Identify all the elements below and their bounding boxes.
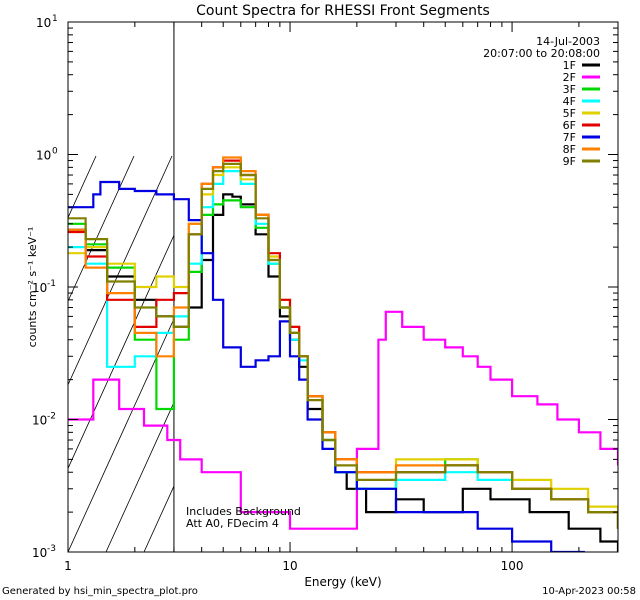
series-layer — [68, 156, 618, 552]
hatch-line — [0, 156, 20, 552]
hatch-line — [410, 156, 590, 552]
date-label: 14-Jul-2003 — [536, 35, 600, 48]
x-axis-label: Energy (keV) — [304, 575, 381, 589]
annotation-background: Includes Background — [186, 505, 301, 518]
y-tick-base: 10 — [36, 16, 51, 30]
legend-label-5F: 5F — [563, 107, 576, 120]
y-tick-base: 10 — [32, 281, 47, 295]
excluded-region-hatch — [0, 155, 640, 552]
legend-label-4F: 4F — [563, 95, 576, 108]
x-tick-label-100: 100 — [501, 559, 524, 573]
hatch-line — [68, 317, 174, 552]
y-tick-labels: 10 1 10 0 10 -1 10 -2 10 -3 — [32, 14, 58, 560]
excluded-region — [0, 22, 640, 552]
series-line-2F — [68, 310, 618, 530]
y-tick-exponent: 0 — [52, 147, 58, 157]
series-line-5F — [68, 166, 618, 522]
y-tick-exponent: 1 — [52, 14, 58, 24]
hatch-line — [68, 155, 173, 386]
hatch-line — [105, 401, 174, 552]
legend-label-2F: 2F — [563, 71, 576, 84]
series-line-9F — [68, 162, 618, 529]
chart-title: Count Spectra for RHESSI Front Segments — [196, 3, 490, 19]
hatch-line — [296, 156, 476, 552]
hatch-line — [524, 156, 640, 552]
y-tick-label-10-minus2: 10 -2 — [32, 412, 56, 428]
generated-by-label: Generated by hsi_min_spectra_plot.pro — [2, 586, 198, 597]
y-tick-base: 10 — [32, 414, 47, 428]
legend-label-8F: 8F — [563, 143, 576, 156]
series-line-7F — [68, 180, 585, 552]
series-line-6F — [68, 159, 618, 529]
series-line-4F — [68, 170, 618, 529]
hatch-line — [220, 156, 400, 552]
hatch-line — [258, 156, 438, 552]
hatch-line — [143, 485, 174, 552]
hatch-line — [68, 234, 174, 470]
y-tick-exponent: -1 — [47, 279, 56, 289]
timestamp-label: 10-Apr-2023 00:58 — [542, 586, 636, 597]
y-tick-label-10-minus3: 10 -3 — [32, 544, 56, 560]
y-axis-label: counts cm⁻² s⁻¹ keV⁻¹ — [26, 227, 39, 348]
hatch-line — [600, 156, 640, 552]
hatch-line — [0, 156, 58, 552]
legend-label-1F: 1F — [563, 59, 576, 72]
legend-label-7F: 7F — [563, 131, 576, 144]
y-tick-label-10-0: 10 0 — [36, 147, 58, 163]
legend-label-6F: 6F — [563, 119, 576, 132]
legend-label-3F: 3F — [563, 83, 576, 96]
y-tick-label-10-minus1: 10 -1 — [32, 279, 56, 295]
hatch-line — [486, 156, 640, 552]
y-tick-base: 10 — [32, 546, 47, 560]
hatch-line — [68, 155, 135, 303]
y-tick-exponent: -3 — [47, 544, 56, 554]
annotation-attenuator: Att A0, FDecim 4 — [186, 517, 279, 530]
x-tick-label-1: 1 — [64, 559, 72, 573]
y-tick-label-10-1: 10 1 — [36, 14, 58, 30]
legend-label-9F: 9F — [563, 155, 576, 168]
y-tick-base: 10 — [36, 149, 51, 163]
time-range-label: 20:07:00 to 20:08:00 — [483, 47, 600, 60]
x-tick-labels: 1 10 100 — [64, 559, 523, 573]
x-tick-label-10: 10 — [282, 559, 297, 573]
axis-ticks — [67, 21, 619, 553]
hatch-line — [562, 156, 640, 552]
hatch-line — [448, 156, 628, 552]
y-tick-exponent: -2 — [47, 412, 56, 422]
hatch-line — [334, 156, 514, 552]
series-line-1F — [68, 193, 618, 552]
